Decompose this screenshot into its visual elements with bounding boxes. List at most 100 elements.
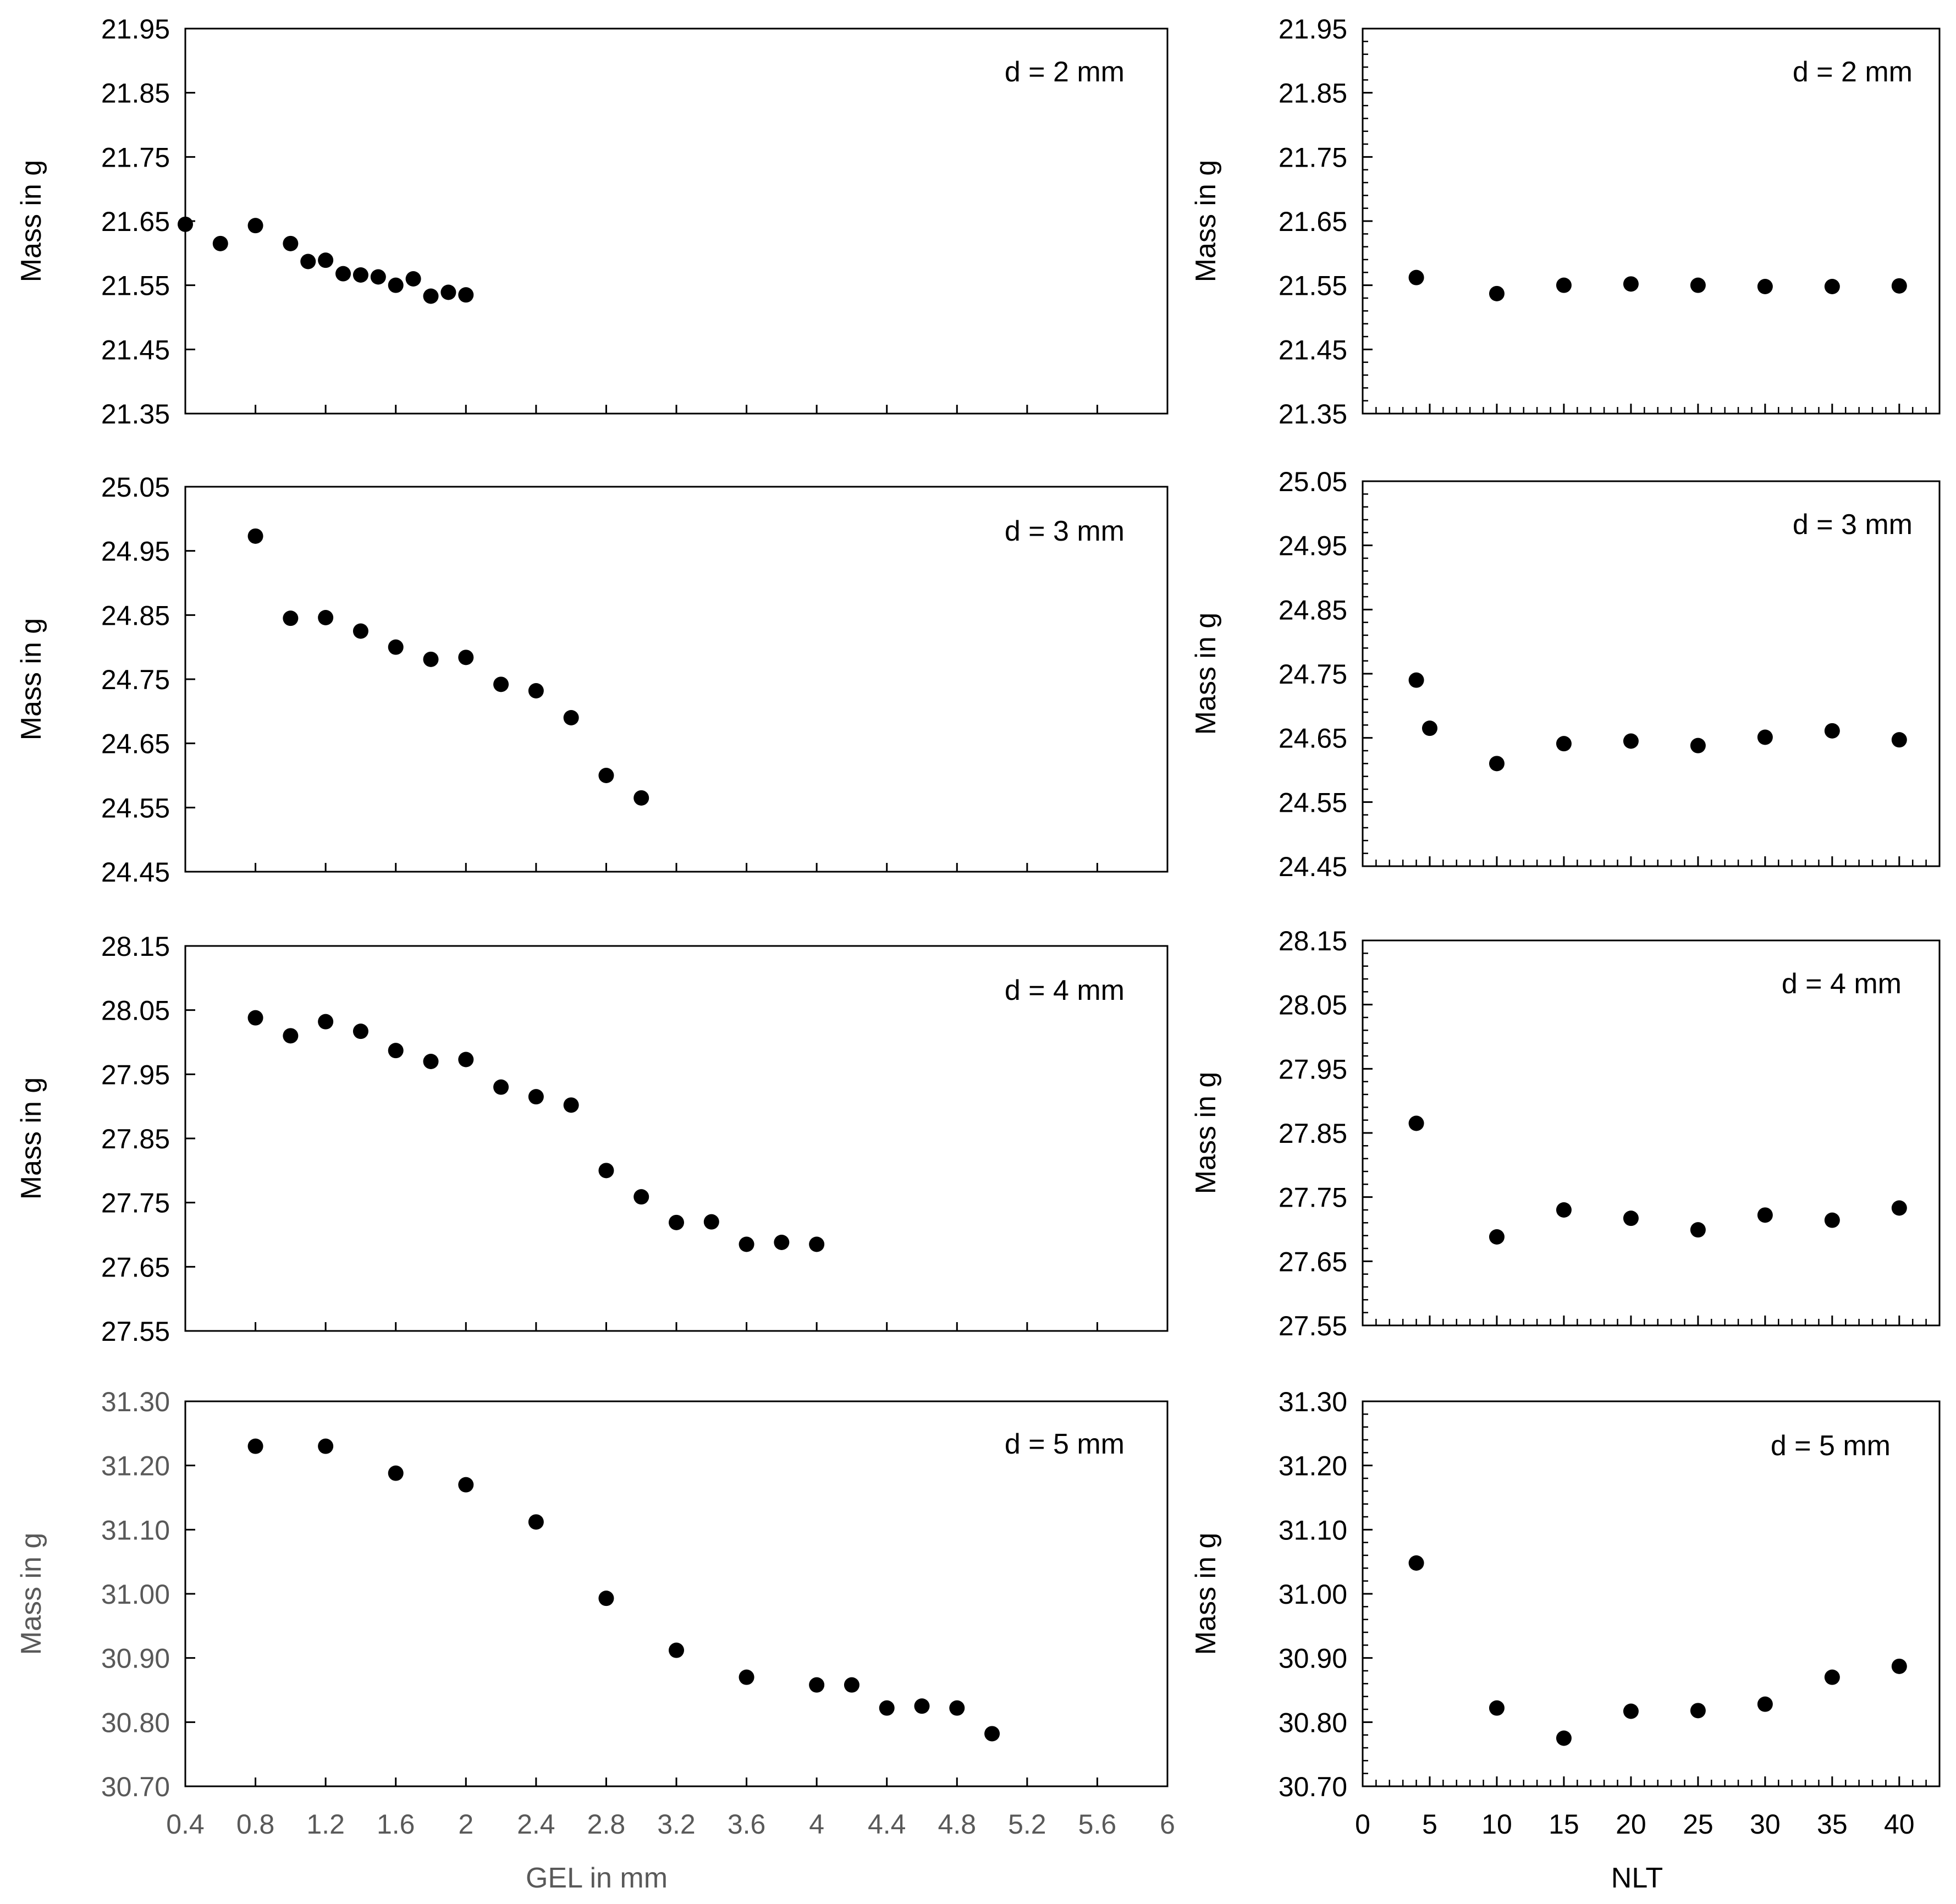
data-point xyxy=(1757,729,1773,745)
data-point xyxy=(1623,1210,1639,1226)
x-tick-label: 4 xyxy=(809,1809,824,1840)
data-point xyxy=(247,1010,263,1026)
x-tick-label: 1.2 xyxy=(306,1809,345,1840)
data-point xyxy=(528,1089,544,1105)
data-point xyxy=(844,1677,859,1693)
data-point xyxy=(1690,1703,1706,1719)
data-point xyxy=(493,676,509,692)
x-tick-label: 4.8 xyxy=(938,1809,977,1840)
data-point xyxy=(370,269,386,285)
y-tick-label: 25.05 xyxy=(1279,466,1347,497)
data-point xyxy=(247,528,263,544)
data-point xyxy=(1891,1200,1907,1216)
y-tick-label: 21.45 xyxy=(1279,334,1347,365)
y-tick-label: 24.65 xyxy=(1279,723,1347,754)
x-tick-label: 1.6 xyxy=(377,1809,415,1840)
y-tick-label: 24.85 xyxy=(1279,595,1347,625)
data-point xyxy=(528,1514,544,1530)
data-point xyxy=(1824,279,1840,294)
data-point xyxy=(598,1163,614,1179)
data-point xyxy=(1556,1730,1572,1746)
panel-annotation: d = 3 mm xyxy=(1005,515,1125,547)
data-point xyxy=(247,1438,263,1454)
y-tick-label: 30.90 xyxy=(101,1643,170,1674)
y-tick-label: 24.85 xyxy=(101,600,170,631)
y-tick-label: 24.45 xyxy=(1279,851,1347,882)
data-point xyxy=(1891,1658,1907,1674)
data-point xyxy=(212,235,228,251)
x-tick-label: 5.2 xyxy=(1008,1809,1046,1840)
x-tick-label: 6 xyxy=(1160,1809,1175,1840)
data-point xyxy=(388,1043,404,1059)
data-point xyxy=(598,1591,614,1606)
data-point xyxy=(563,710,579,725)
data-point xyxy=(1623,1703,1639,1719)
data-point xyxy=(1891,732,1907,748)
chart-panel-right-1: 21.35 21.45 21.55 21.65 21.75 21.85 21.95 Mass … xyxy=(1190,14,1941,430)
data-point xyxy=(949,1700,965,1716)
data-point xyxy=(809,1677,825,1693)
x-tick-label: 2.4 xyxy=(517,1809,555,1840)
data-point xyxy=(318,252,334,268)
y-axis-label: Mass in g xyxy=(1190,1072,1222,1195)
panel-annotation: d = 4 mm xyxy=(1782,968,1902,1000)
y-tick-label: 27.85 xyxy=(101,1124,170,1154)
data-point xyxy=(423,1054,439,1069)
data-point xyxy=(423,288,439,304)
data-point xyxy=(318,610,334,625)
x-tick-label: 0.8 xyxy=(236,1809,275,1840)
data-point xyxy=(1690,1222,1706,1238)
y-tick-label: 24.95 xyxy=(1279,531,1347,562)
data-point xyxy=(984,1726,1000,1742)
data-point xyxy=(633,1189,649,1205)
data-point xyxy=(1408,1115,1424,1131)
data-point xyxy=(1421,720,1437,736)
y-tick-label: 21.55 xyxy=(101,271,170,301)
x-tick-label: 20 xyxy=(1616,1809,1646,1840)
y-tick-label: 30.80 xyxy=(1279,1707,1347,1738)
y-tick-label: 31.00 xyxy=(101,1579,170,1610)
y-tick-label: 27.95 xyxy=(101,1059,170,1090)
data-point xyxy=(914,1698,930,1714)
chart-panel-left-2: 24.45 24.55 24.65 24.75 24.85 24.95 25.05 Mass … xyxy=(15,472,1169,888)
y-tick-label: 27.75 xyxy=(1279,1182,1347,1213)
data-point xyxy=(1556,1202,1572,1218)
x-tick-label: 3.6 xyxy=(728,1809,766,1840)
data-point xyxy=(1824,1669,1840,1685)
y-tick-label: 21.35 xyxy=(101,399,170,430)
x-tick-label: 3.2 xyxy=(657,1809,696,1840)
y-tick-label: 24.55 xyxy=(1279,787,1347,818)
y-tick-label: 27.65 xyxy=(101,1252,170,1283)
chart-panel-left-3: 27.55 27.65 27.75 27.85 27.95 28.05 28.15 Mass … xyxy=(15,931,1169,1347)
data-point xyxy=(300,254,316,269)
data-point xyxy=(388,1465,404,1481)
y-tick-label: 21.65 xyxy=(101,206,170,237)
chart-panel-right-3: 27.55 27.65 27.75 27.85 27.95 28.05 28.15 Mass … xyxy=(1190,926,1941,1341)
panel-annotation: d = 4 mm xyxy=(1005,975,1125,1006)
y-tick-label: 21.75 xyxy=(1279,142,1347,173)
y-tick-label: 30.70 xyxy=(1279,1771,1347,1802)
data-point xyxy=(352,1023,368,1039)
y-axis-label: Mass in g xyxy=(1190,160,1222,283)
data-point xyxy=(247,218,263,234)
y-tick-label: 21.75 xyxy=(101,142,170,173)
data-point xyxy=(879,1700,895,1716)
y-tick-label: 21.95 xyxy=(101,14,170,45)
y-axis-label: Mass in g xyxy=(1190,613,1222,735)
x-axis-label: GEL in mm xyxy=(526,1862,668,1894)
data-point xyxy=(1690,277,1706,293)
panel-annotation: d = 2 mm xyxy=(1005,56,1125,88)
x-tick-label: 5.6 xyxy=(1078,1809,1117,1840)
y-axis-label: Mass in g xyxy=(15,160,47,283)
y-axis-label: Mass in g xyxy=(1190,1533,1222,1655)
y-tick-label: 28.05 xyxy=(1279,990,1347,1021)
data-point xyxy=(669,1642,684,1658)
x-tick-label: 35 xyxy=(1817,1809,1848,1840)
data-point xyxy=(318,1014,334,1030)
y-tick-label: 21.45 xyxy=(101,334,170,365)
data-point xyxy=(283,1028,299,1044)
x-tick-label: 25 xyxy=(1683,1809,1713,1840)
y-axis-label: Mass in g xyxy=(15,1077,47,1200)
data-point xyxy=(1623,733,1639,749)
